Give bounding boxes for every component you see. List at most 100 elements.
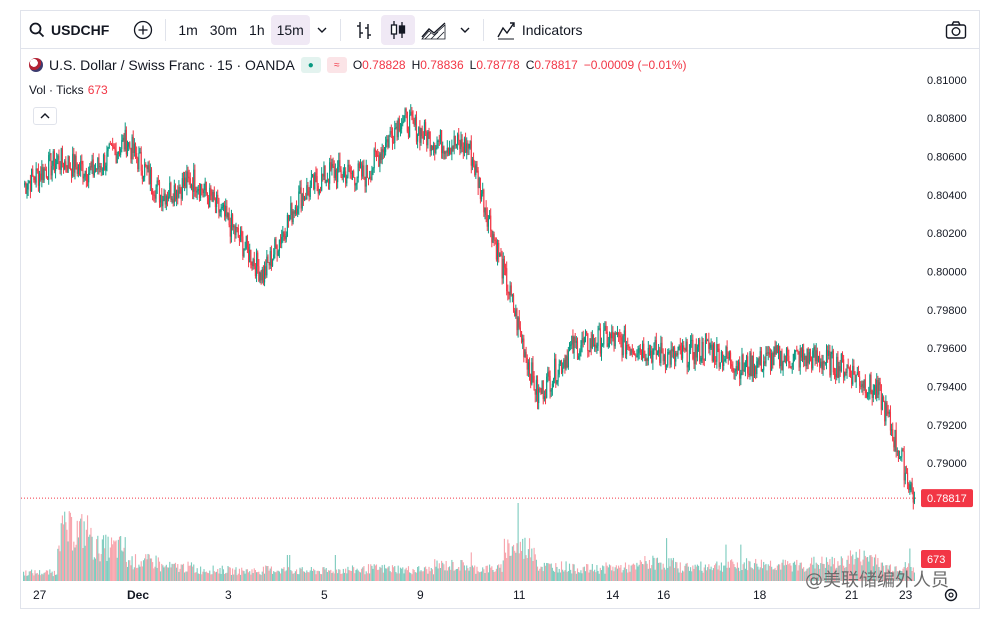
candle-body [469, 141, 471, 148]
candle-body [785, 347, 788, 362]
volume-bar [325, 568, 327, 581]
collapse-legend-button[interactable] [33, 107, 57, 125]
interval-dropdown-button[interactable] [310, 15, 334, 45]
volume-bar [142, 560, 145, 581]
candle-body [155, 186, 157, 199]
settings-gear-icon[interactable] [944, 588, 958, 602]
volume-value: 673 [87, 83, 108, 97]
volume-bar [508, 543, 510, 581]
candle-body [564, 359, 566, 369]
candle-body [321, 173, 323, 191]
candle-body [629, 348, 631, 355]
volume-bar [261, 571, 263, 581]
candle-body [763, 361, 765, 371]
volume-bar [646, 563, 648, 581]
volume-bar [667, 567, 669, 581]
candle-body [506, 268, 508, 292]
volume-bar [699, 570, 701, 581]
candle-body [314, 173, 316, 190]
volume-bar [322, 567, 324, 581]
interval-1h-button[interactable]: 1h [249, 21, 265, 38]
data-source-icon[interactable]: ≈ [326, 57, 347, 73]
candle-body [679, 345, 681, 351]
candle-body [315, 173, 317, 177]
candle-body [743, 369, 745, 372]
candle-body [385, 142, 387, 152]
interval-30m-button[interactable]: 30m [209, 21, 238, 38]
chart-type-dropdown-button[interactable] [453, 15, 477, 45]
candle-body [410, 111, 412, 116]
screenshot-button[interactable] [939, 15, 973, 45]
candle-body [463, 138, 466, 153]
candle-body [476, 164, 478, 171]
volume-bar [358, 571, 360, 581]
volume-bar [251, 569, 253, 581]
time-scale[interactable]: 27 Dec 3 5 9 11 14 16 18 21 23 [33, 588, 913, 602]
volume-bar [599, 567, 601, 581]
bar-style-button[interactable] [347, 15, 381, 45]
candle-body [724, 358, 726, 362]
price-scale[interactable]: 0.810000.808000.806000.804000.802000.800… [927, 75, 967, 470]
volume-bar [43, 572, 45, 581]
volume-bar [604, 573, 606, 581]
volume-bar [193, 564, 195, 581]
volume-bar [292, 573, 294, 581]
symbol-search-button[interactable]: USDCHF [21, 15, 115, 45]
volume-bar [636, 562, 638, 581]
compare-symbol-button[interactable] [127, 15, 159, 45]
candle-body [854, 374, 856, 382]
volume-bar [148, 554, 150, 581]
candles-style-button[interactable] [380, 14, 415, 45]
volume-bar [165, 564, 167, 581]
volume-bar [574, 571, 576, 581]
candle-body [458, 134, 460, 141]
volume-bar [683, 571, 685, 581]
candle-body [390, 131, 392, 134]
candle-body [893, 440, 895, 448]
volume-bar [77, 537, 79, 581]
candle-body [477, 170, 479, 189]
candle-body [251, 265, 253, 267]
candle-body [224, 205, 226, 217]
volume-bar [45, 570, 47, 581]
volume-bar [86, 515, 89, 581]
volume-bar [703, 567, 705, 581]
volume-bar [827, 561, 829, 581]
candle-body [446, 147, 448, 153]
candle-body [892, 429, 894, 441]
volume-bar [404, 569, 406, 581]
volume-bar [615, 565, 617, 581]
candle-body [460, 139, 462, 150]
candle-body [530, 373, 532, 385]
candle-body [557, 374, 559, 382]
candle-body [202, 189, 204, 193]
candle-body [331, 163, 333, 170]
y-tick-label: 0.80400 [927, 190, 967, 202]
volume-bar [708, 564, 710, 581]
price-chart[interactable]: 0.810000.808000.806000.804000.802000.800… [21, 11, 979, 608]
volume-bar [899, 570, 901, 581]
candle-body [236, 227, 238, 229]
candle-body [556, 381, 558, 384]
candle-body [332, 163, 334, 167]
candle-body [675, 353, 677, 362]
indicators-button[interactable]: Indicators [490, 15, 589, 45]
candle-body [776, 345, 778, 353]
volume-bar [726, 567, 728, 581]
candle-body [323, 165, 325, 177]
candle-body [300, 187, 302, 209]
volume-bar [800, 562, 802, 581]
candle-body [38, 173, 41, 186]
volume-bar [564, 570, 566, 581]
candle-body [429, 131, 431, 152]
interval-1m-button[interactable]: 1m [178, 21, 198, 38]
market-status-icon[interactable]: ● [300, 57, 321, 73]
area-style-button[interactable] [415, 15, 453, 45]
candle-body [767, 352, 769, 354]
candle-body [176, 190, 178, 200]
candle-body [178, 187, 180, 198]
volume-bar [536, 566, 539, 581]
volume-bar [495, 568, 497, 581]
interval-15m-button[interactable]: 15m [270, 14, 310, 45]
candle-body [354, 177, 356, 186]
